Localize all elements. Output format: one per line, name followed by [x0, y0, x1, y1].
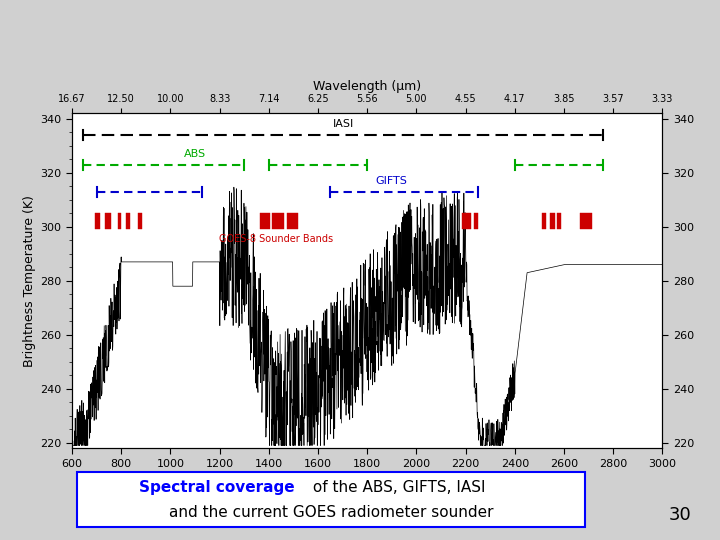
Text: Spectral coverage: Spectral coverage: [140, 480, 295, 495]
Text: of the ABS, GIFTS, IASI: of the ABS, GIFTS, IASI: [308, 480, 485, 495]
Text: GIFTS: GIFTS: [376, 176, 408, 186]
Bar: [474, 213, 478, 230]
Text: GOES-8 Sounder Bands: GOES-8 Sounder Bands: [219, 233, 333, 244]
Bar: [580, 213, 593, 230]
Bar: [95, 213, 99, 230]
Bar: [117, 213, 121, 230]
Bar: [542, 213, 546, 230]
Bar: [138, 213, 142, 230]
Bar: [105, 213, 111, 230]
X-axis label: Wavelength (μm): Wavelength (μm): [313, 79, 421, 92]
Bar: [126, 213, 130, 230]
Bar: [550, 213, 554, 230]
Bar: [462, 213, 471, 230]
Bar: [287, 213, 298, 230]
Text: IASI: IASI: [333, 119, 354, 129]
Text: ABS: ABS: [184, 149, 206, 159]
Bar: [557, 213, 561, 230]
Y-axis label: Brightness Temperature (K): Brightness Temperature (K): [23, 195, 36, 367]
Text: 30: 30: [668, 506, 691, 524]
Bar: [272, 213, 284, 230]
FancyBboxPatch shape: [77, 472, 585, 527]
Bar: [260, 213, 270, 230]
X-axis label: Wavenumber (cm⁻¹): Wavenumber (cm⁻¹): [303, 473, 431, 486]
Text: and the current GOES radiometer sounder: and the current GOES radiometer sounder: [169, 505, 493, 520]
